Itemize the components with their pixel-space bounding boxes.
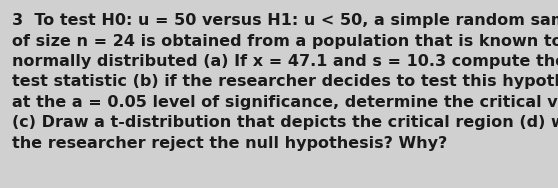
Text: 3  To test H0: u = 50 versus H1: u < 50, a simple random sample
of size n = 24 i: 3 To test H0: u = 50 versus H1: u < 50, …	[12, 13, 558, 151]
